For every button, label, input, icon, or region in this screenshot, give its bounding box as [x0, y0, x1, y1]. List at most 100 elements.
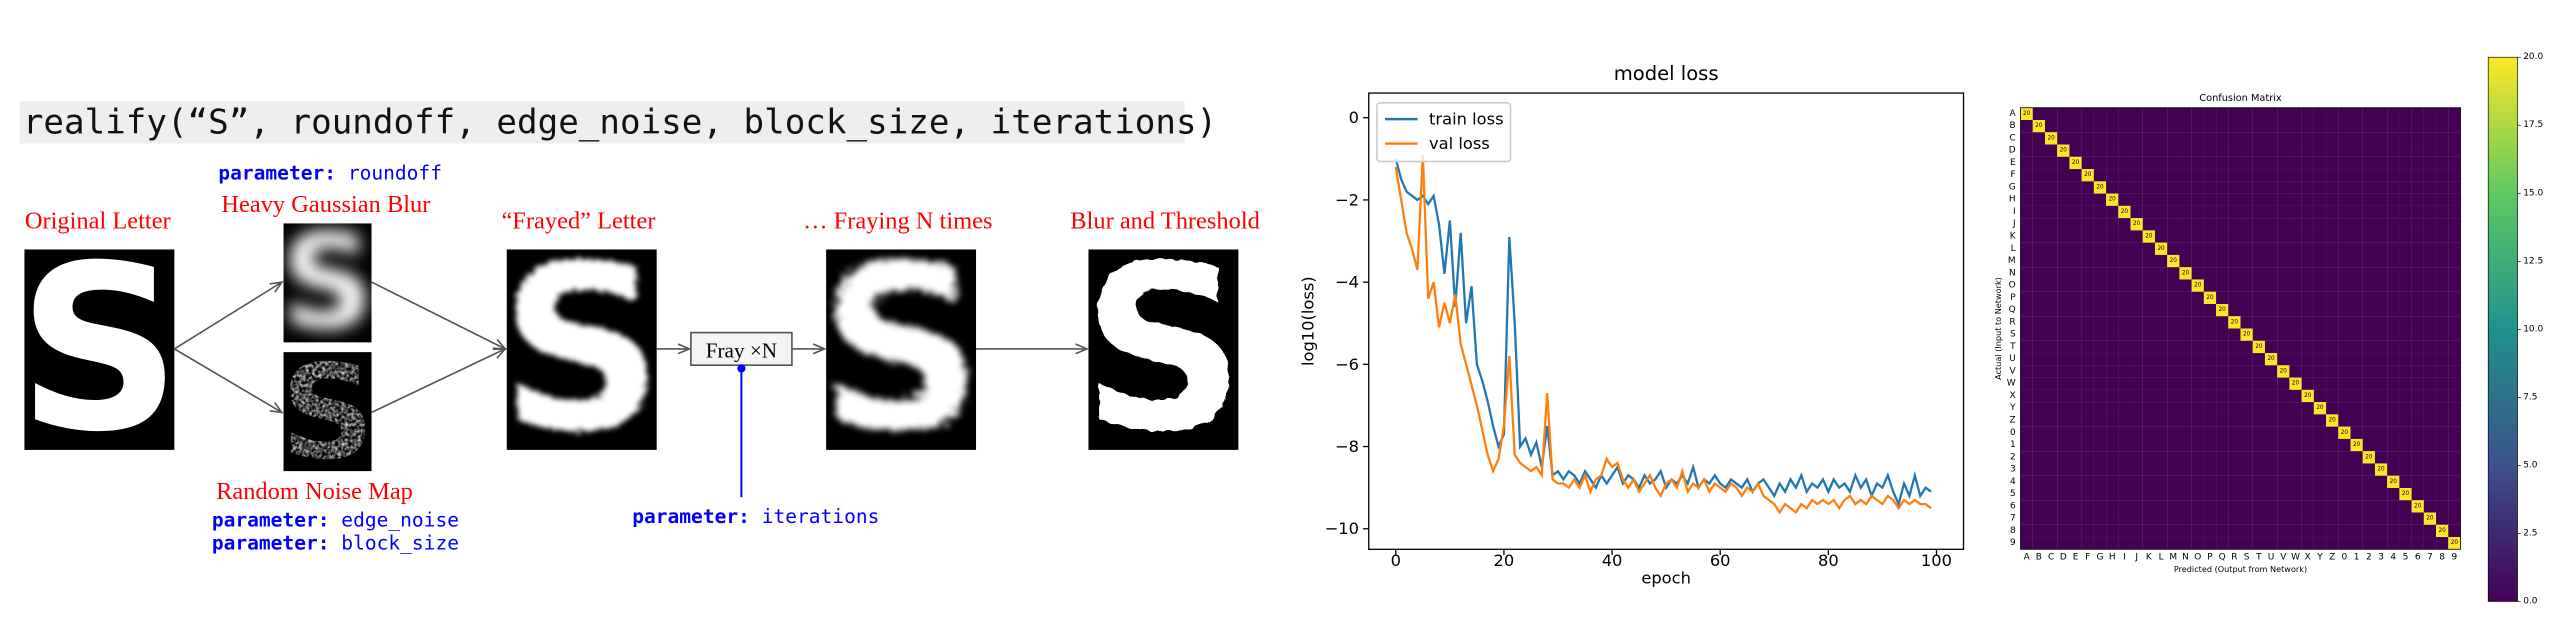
cell — [2142, 230, 2156, 243]
cell — [2326, 328, 2339, 341]
cell — [2142, 426, 2156, 439]
cell — [2032, 144, 2046, 157]
cell — [2154, 389, 2168, 403]
y-tick-label: 4 — [2010, 477, 2016, 487]
cell — [2093, 353, 2107, 366]
cell — [2277, 205, 2290, 219]
cell-label: 20 — [2182, 270, 2190, 276]
cell — [2411, 537, 2424, 550]
cell — [2069, 119, 2082, 133]
cell — [2130, 169, 2143, 182]
cell — [2044, 279, 2058, 292]
cell — [2069, 303, 2082, 317]
parameter: parameter: roundoff — [218, 161, 442, 184]
cell — [2374, 254, 2388, 268]
cell — [2081, 181, 2094, 194]
cell — [2289, 181, 2302, 194]
cell — [2240, 156, 2253, 170]
cell — [2032, 365, 2046, 378]
cell — [2191, 451, 2204, 464]
cell — [2057, 119, 2070, 133]
cell — [2264, 205, 2278, 219]
cell — [2130, 377, 2143, 390]
cell — [2448, 267, 2461, 280]
cell — [2216, 389, 2229, 403]
cell — [2301, 328, 2314, 341]
cell — [2203, 107, 2217, 121]
cell — [2387, 377, 2400, 390]
cell — [2350, 230, 2363, 243]
diagram: realify(“S”, roundoff, edge_noise, block… — [17, 101, 1260, 554]
cell — [2057, 193, 2070, 206]
frayed-image — [506, 249, 657, 450]
cell — [2240, 132, 2253, 145]
cell — [2240, 512, 2253, 525]
cell — [2289, 169, 2302, 182]
cell — [2448, 242, 2461, 256]
cell — [2289, 218, 2302, 231]
cell — [2057, 426, 2070, 439]
cell — [2240, 242, 2253, 256]
cell — [2228, 107, 2241, 121]
cell — [2252, 156, 2266, 170]
cell — [2362, 512, 2376, 525]
cell — [2338, 414, 2351, 427]
cell — [2252, 254, 2266, 268]
cell — [2130, 291, 2143, 305]
cell — [2203, 512, 2217, 525]
cell — [2448, 205, 2461, 219]
cell — [2264, 169, 2278, 182]
cell — [2118, 426, 2131, 439]
x-tick-label: 2 — [2366, 552, 2372, 562]
cell — [2032, 230, 2046, 243]
cell — [2130, 144, 2143, 157]
cell — [2240, 218, 2253, 231]
cell — [2423, 475, 2437, 489]
cell — [2179, 181, 2192, 194]
cell — [2313, 328, 2327, 341]
y-tick-label: C — [2009, 133, 2015, 143]
cell — [2032, 193, 2046, 206]
cell — [2106, 242, 2119, 256]
cell — [2264, 402, 2278, 415]
cell — [2216, 365, 2229, 378]
cell — [2179, 402, 2192, 415]
y-tick-label: 8 — [2010, 526, 2016, 536]
cell — [2093, 107, 2107, 121]
cell — [2142, 353, 2156, 366]
cell — [2448, 132, 2461, 145]
cell — [2374, 426, 2388, 439]
cell — [2338, 316, 2351, 329]
cell — [2032, 169, 2046, 182]
cell — [2436, 169, 2449, 182]
arrow — [371, 349, 506, 414]
cell — [2069, 537, 2082, 550]
cell — [2448, 119, 2461, 133]
cell — [2093, 402, 2107, 415]
cell — [2020, 181, 2033, 194]
cell — [2277, 414, 2290, 427]
cell — [2350, 279, 2363, 292]
cell — [2154, 132, 2168, 145]
cell — [2313, 291, 2327, 305]
cell — [2264, 119, 2278, 133]
cell — [2044, 451, 2058, 464]
cell — [2228, 169, 2241, 182]
cell — [2154, 475, 2168, 489]
cell — [2216, 303, 2229, 317]
cell — [2154, 500, 2168, 513]
cell — [2252, 463, 2266, 476]
y-tick-label: −2 — [1335, 190, 1359, 209]
letter: S — [17, 216, 181, 482]
cell — [2264, 218, 2278, 231]
cell — [2436, 119, 2449, 133]
cell — [2289, 132, 2302, 145]
cell — [2093, 340, 2107, 354]
cell — [2044, 144, 2058, 157]
cell — [2216, 291, 2229, 305]
cell — [2191, 389, 2204, 403]
cell — [2387, 512, 2400, 525]
cell — [2277, 230, 2290, 243]
threshold-image — [1088, 249, 1239, 450]
cell — [2374, 328, 2388, 341]
